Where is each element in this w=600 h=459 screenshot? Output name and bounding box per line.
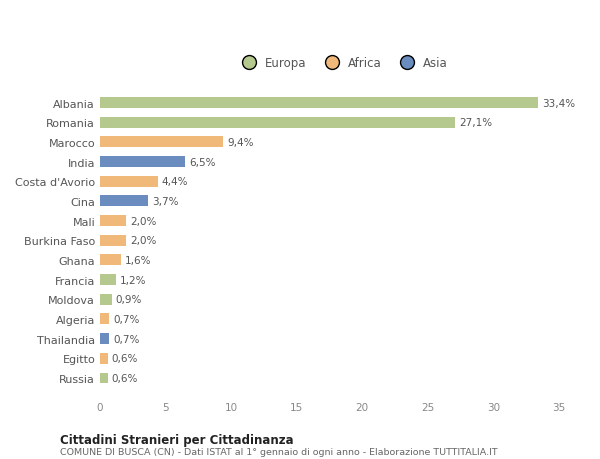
Text: 4,4%: 4,4% — [161, 177, 188, 187]
Bar — [100, 118, 455, 129]
Bar — [100, 294, 112, 305]
Bar — [100, 137, 223, 148]
Bar — [100, 176, 158, 187]
Bar — [100, 373, 108, 383]
Bar — [100, 333, 109, 344]
Bar — [100, 157, 185, 168]
Text: 0,9%: 0,9% — [116, 295, 142, 305]
Bar — [100, 274, 116, 285]
Text: 0,7%: 0,7% — [113, 334, 139, 344]
Text: 1,2%: 1,2% — [119, 275, 146, 285]
Text: 6,5%: 6,5% — [189, 157, 215, 167]
Text: 1,6%: 1,6% — [125, 255, 151, 265]
Text: Cittadini Stranieri per Cittadinanza: Cittadini Stranieri per Cittadinanza — [60, 433, 293, 446]
Text: 3,7%: 3,7% — [152, 196, 179, 207]
Text: 9,4%: 9,4% — [227, 138, 254, 147]
Text: 0,6%: 0,6% — [112, 373, 138, 383]
Text: 0,7%: 0,7% — [113, 314, 139, 324]
Bar — [100, 216, 126, 226]
Legend: Europa, Africa, Asia: Europa, Africa, Asia — [233, 52, 452, 74]
Text: 2,0%: 2,0% — [130, 236, 157, 246]
Bar — [100, 255, 121, 266]
Text: 27,1%: 27,1% — [459, 118, 492, 128]
Text: 2,0%: 2,0% — [130, 216, 157, 226]
Bar — [100, 353, 108, 364]
Text: 0,6%: 0,6% — [112, 353, 138, 364]
Bar — [100, 235, 126, 246]
Bar — [100, 314, 109, 325]
Text: 33,4%: 33,4% — [542, 98, 575, 108]
Text: COMUNE DI BUSCA (CN) - Dati ISTAT al 1° gennaio di ogni anno - Elaborazione TUTT: COMUNE DI BUSCA (CN) - Dati ISTAT al 1° … — [60, 448, 497, 456]
Bar — [100, 196, 148, 207]
Bar — [100, 98, 538, 109]
